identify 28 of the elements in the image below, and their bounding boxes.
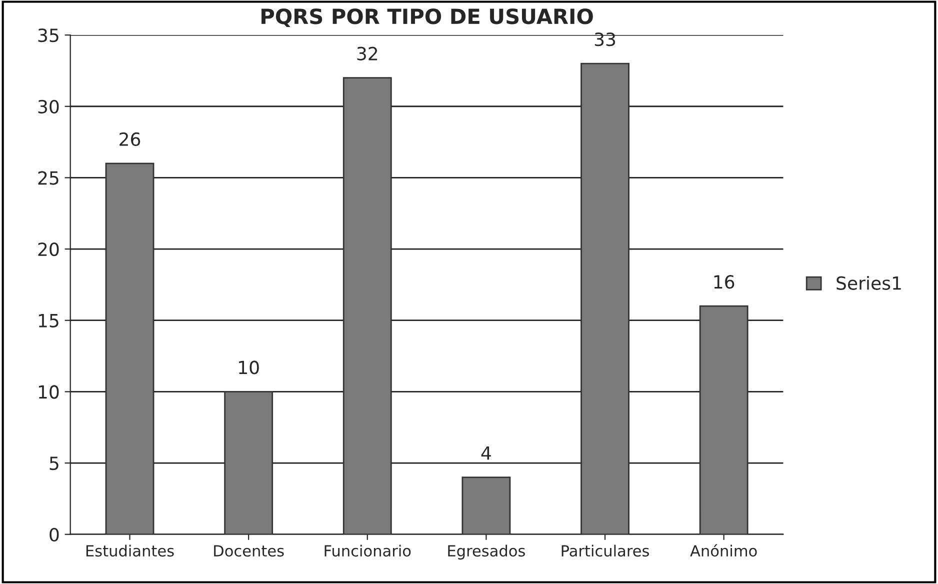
data-label: 16 [714,275,734,289]
legend-label: Series1 [836,276,901,290]
y-tick-label: 25 [38,171,58,185]
y-tick-label: 0 [50,528,59,542]
x-tick-label: Docentes [214,545,284,557]
x-tick-label: Anónimo [690,544,757,557]
data-label: 26 [120,132,140,146]
bar [699,305,748,534]
x-tick-label: Particulares [562,544,649,557]
bar [342,77,392,534]
chart-title: PQRS POR TIPO DE USUARIO [262,8,593,27]
data-label: 33 [594,32,616,46]
x-tick-label: Funcionario [324,544,411,557]
data-label: 32 [357,46,378,60]
y-tick-label: 5 [50,456,58,470]
y-tick-label: 15 [38,314,58,328]
bar [580,62,630,534]
y-tick-label: 10 [38,385,59,399]
x-tick-label: Estudiantes [86,544,174,557]
y-tick-label: 30 [38,100,59,114]
data-label: 10 [239,360,259,374]
bar [462,476,511,534]
x-tick-label: Egresados [448,544,525,560]
y-tick-label: 35 [38,28,58,42]
bar [105,162,154,534]
y-tick-label: 20 [38,242,59,256]
bar [224,391,274,534]
data-label: 4 [481,446,491,460]
